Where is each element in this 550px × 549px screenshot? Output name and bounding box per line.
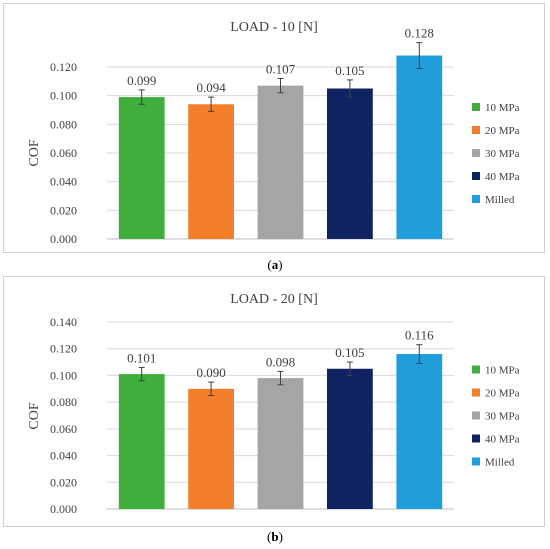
legend-label-a-4: Milled <box>485 194 515 206</box>
legend-label-b-1: 20 MPa <box>485 388 520 400</box>
legend-swatch-a-4 <box>472 195 480 203</box>
caption-a-label: a <box>271 257 279 272</box>
chart-title-b: LOAD - 20 [N] <box>230 292 317 307</box>
data-label-b-2: 0.098 <box>266 354 295 369</box>
bar-b-1 <box>188 388 235 509</box>
bar-chart-load-20: LOAD - 20 [N] COF 0.000 0.020 0.040 0.060 0.08… <box>27 292 520 516</box>
bar-a-3 <box>326 88 373 239</box>
legend-label-b-4: Milled <box>485 457 515 469</box>
y-tick-label-a: 0.100 <box>50 89 77 103</box>
y-tick-label-b: 0.060 <box>50 422 77 436</box>
caption-b: (b) <box>267 529 283 544</box>
y-axis-title-b: COF <box>27 402 42 429</box>
data-label-a-0: 0.099 <box>127 73 156 88</box>
legend-swatch-a-3 <box>472 172 480 180</box>
bar-a-1 <box>188 104 235 240</box>
y-tick-label-a: 0.000 <box>50 232 77 246</box>
bar-a-0 <box>118 97 165 239</box>
legend-swatch-a-1 <box>472 126 480 134</box>
legend-swatch-a-2 <box>472 149 480 157</box>
y-tick-label-b: 0.140 <box>50 315 77 329</box>
legend-label-a-3: 40 MPa <box>485 171 520 183</box>
legend-swatch-b-1 <box>472 388 480 397</box>
legend-label-b-3: 40 MPa <box>485 434 520 446</box>
bar-b-0 <box>118 374 165 509</box>
legend-label-b-0: 10 MPa <box>485 365 520 377</box>
y-tick-label-a: 0.020 <box>50 203 77 217</box>
data-label-a-4: 0.128 <box>405 26 434 41</box>
data-label-b-1: 0.090 <box>196 365 225 380</box>
y-tick-label-b: 0.120 <box>50 342 77 356</box>
data-label-a-2: 0.107 <box>266 61 296 76</box>
legend-swatch-b-2 <box>472 411 480 420</box>
chart-title-a: LOAD - 10 [N] <box>230 20 317 35</box>
data-label-a-1: 0.094 <box>196 80 226 95</box>
legend-label-b-2: 30 MPa <box>485 411 520 423</box>
bar-chart-load-10: LOAD - 10 [N] COF 0.000 0.020 0.040 0.060 0.08… <box>27 20 520 246</box>
y-tick-label-b: 0.020 <box>50 475 77 489</box>
legend-label-a-1: 20 MPa <box>485 125 520 137</box>
y-tick-label-a: 0.060 <box>50 146 77 160</box>
data-label-a-3: 0.105 <box>335 63 364 78</box>
bar-a-4 <box>396 55 443 240</box>
y-tick-label-a: 0.080 <box>50 117 77 131</box>
chart-panel-b: LOAD - 20 [N] COF 0.000 0.020 0.040 0.060 0.08… <box>3 276 545 527</box>
y-tick-label-b: 0.000 <box>50 502 77 516</box>
y-tick-label-b: 0.080 <box>50 395 77 409</box>
bar-b-4 <box>396 354 443 509</box>
caption-b-label: b <box>271 529 279 544</box>
bar-a-2 <box>257 85 304 239</box>
caption-a: (a) <box>267 257 283 272</box>
y-axis-title-a: COF <box>27 139 42 166</box>
chart-panel-a: LOAD - 10 [N] COF 0.000 0.020 0.040 0.060 0.08… <box>3 3 545 253</box>
bar-b-3 <box>326 368 373 509</box>
data-label-b-0: 0.101 <box>127 350 156 365</box>
bar-b-2 <box>257 378 304 509</box>
data-label-b-4: 0.116 <box>405 328 434 343</box>
legend-swatch-b-4 <box>472 457 480 466</box>
y-tick-label-b: 0.100 <box>50 368 77 382</box>
y-tick-label-a: 0.040 <box>50 175 77 189</box>
legend-label-a-0: 10 MPa <box>485 102 520 114</box>
y-tick-label-b: 0.040 <box>50 449 77 463</box>
legend-swatch-a-0 <box>472 103 480 111</box>
legend-label-a-2: 30 MPa <box>485 148 520 160</box>
legend-swatch-b-0 <box>472 365 480 374</box>
legend-swatch-b-3 <box>472 434 480 443</box>
y-tick-label-a: 0.120 <box>50 60 77 74</box>
data-label-b-3: 0.105 <box>335 345 364 360</box>
